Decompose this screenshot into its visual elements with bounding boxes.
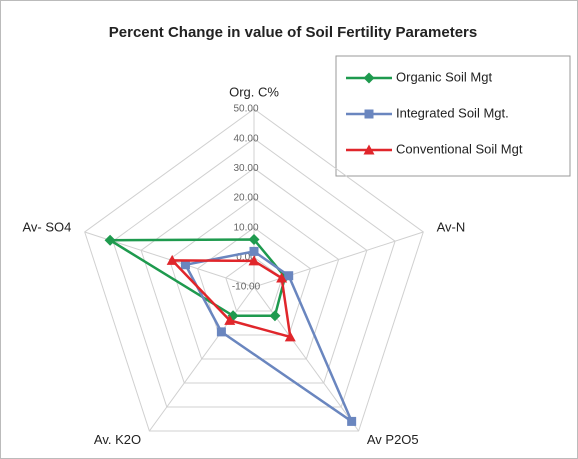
- data-point: [248, 234, 260, 246]
- data-point: [104, 234, 116, 246]
- tick-label: -10.00: [232, 282, 261, 293]
- tick-label: 40.00: [233, 133, 258, 144]
- data-point: [276, 272, 288, 283]
- legend-marker: [363, 72, 375, 84]
- category-label: Av P2O5: [367, 432, 419, 447]
- grid-ring: [84, 108, 424, 432]
- tick-label: 0.00: [236, 252, 256, 263]
- legend-label: Integrated Soil Mgt.: [396, 105, 509, 120]
- data-point: [166, 254, 178, 265]
- spoke: [253, 286, 360, 432]
- category-label: Org. C%: [229, 84, 279, 99]
- series-line: [169, 259, 292, 339]
- data-point: [284, 331, 296, 342]
- legend-label: Organic Soil Mgt: [396, 69, 492, 84]
- spoke: [148, 286, 255, 432]
- data-point: [347, 416, 357, 426]
- grid-ring: [168, 197, 340, 360]
- data-point: [249, 246, 259, 256]
- data-point: [216, 327, 226, 337]
- tick-label: 10.00: [233, 222, 258, 233]
- data-point: [224, 314, 236, 325]
- grid-ring: [112, 138, 396, 408]
- legend-label: Conventional Soil Mgt: [396, 141, 523, 156]
- category-label: Av. K2O: [94, 432, 141, 447]
- tick-label: 30.00: [233, 163, 258, 174]
- tick-label: 50.00: [233, 104, 258, 115]
- legend-marker: [363, 144, 375, 155]
- data-point: [269, 310, 281, 322]
- data-point: [248, 255, 260, 266]
- category-label: Av-N: [437, 220, 466, 235]
- data-point: [284, 271, 294, 281]
- grid-ring: [140, 167, 368, 384]
- legend-box: [335, 55, 571, 177]
- legend-marker: [364, 109, 374, 119]
- category-label: Av- SO4: [23, 220, 72, 235]
- data-point: [180, 260, 190, 270]
- tick-label: 20.00: [233, 193, 258, 204]
- series-line: [183, 250, 355, 425]
- chart-title: Percent Change in value of Soil Fertilit…: [109, 24, 477, 41]
